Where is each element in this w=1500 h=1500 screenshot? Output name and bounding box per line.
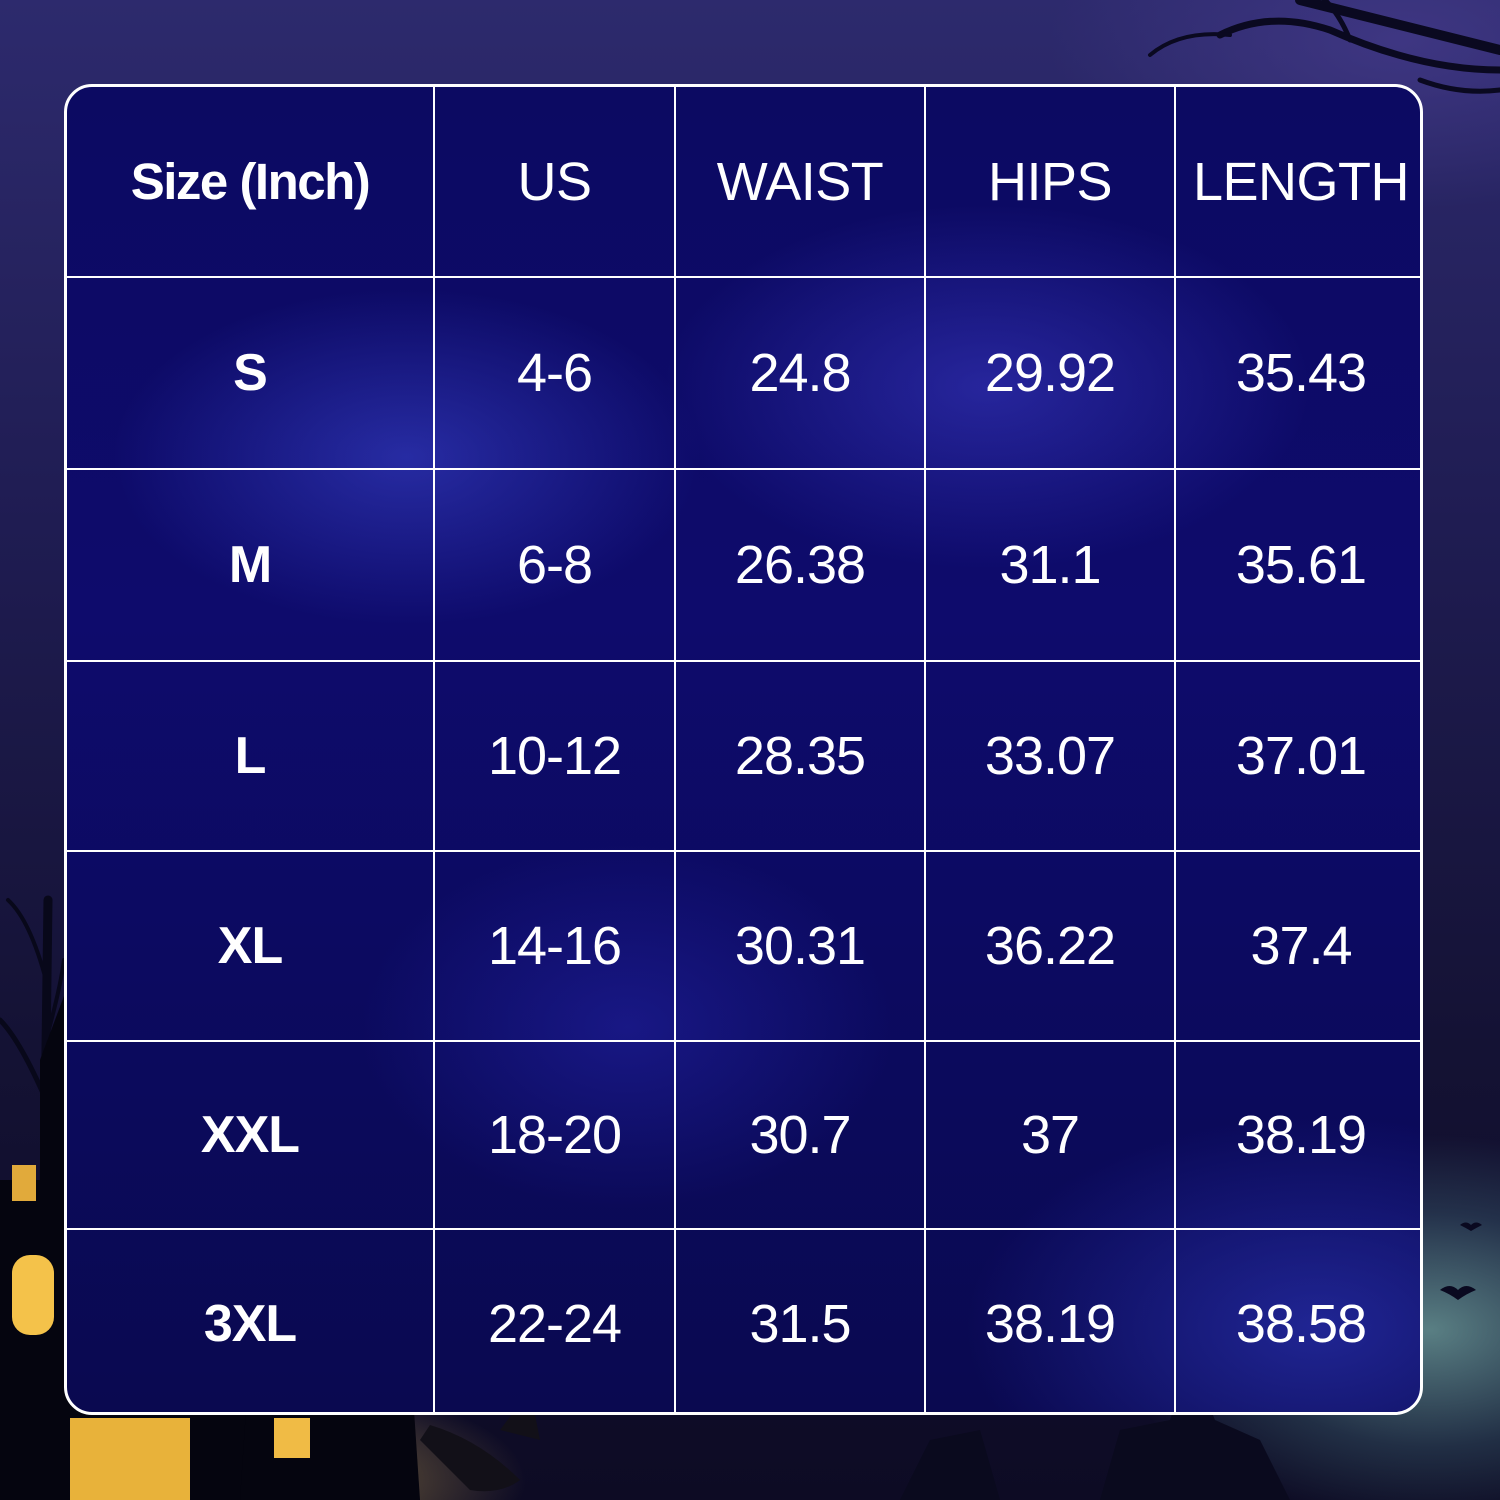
us-size-cell: 22-24	[433, 1228, 676, 1412]
table-header-row: Size (Inch) US WAIST HIPS LENGTH	[67, 87, 1420, 278]
table-row: XL 14-16 30.31 36.22 37.4	[67, 850, 1420, 1042]
column-header-waist: WAIST	[674, 87, 926, 278]
size-label-cell: M	[67, 468, 435, 662]
table-row: S 4-6 24.8 29.92 35.43	[67, 276, 1420, 470]
waist-cell: 31.5	[674, 1228, 926, 1412]
size-label-cell: S	[67, 276, 435, 470]
us-size-cell: 10-12	[433, 660, 676, 852]
haunted-house-silhouette-icon	[900, 1360, 1290, 1500]
bat-icon	[1440, 1222, 1482, 1300]
waist-cell: 28.35	[674, 660, 926, 852]
table-row: XXL 18-20 30.7 37 38.19	[67, 1040, 1420, 1230]
size-chart-panel: Size (Inch) US WAIST HIPS LENGTH S 4-6 2…	[64, 84, 1423, 1415]
hips-cell: 31.1	[924, 468, 1176, 662]
tree-branch-icon	[1148, 0, 1500, 94]
column-header-hips: HIPS	[924, 87, 1176, 278]
column-header-length: LENGTH	[1174, 87, 1420, 278]
size-label-cell: XL	[67, 850, 435, 1042]
us-size-cell: 18-20	[433, 1040, 676, 1230]
size-label-cell: 3XL	[67, 1228, 435, 1412]
length-cell: 38.58	[1174, 1228, 1420, 1412]
waist-cell: 24.8	[674, 276, 926, 470]
waist-cell: 30.31	[674, 850, 926, 1042]
hips-cell: 36.22	[924, 850, 1176, 1042]
lit-window-icon	[12, 1165, 310, 1500]
hips-cell: 37	[924, 1040, 1176, 1230]
hips-cell: 33.07	[924, 660, 1176, 852]
size-chart-table: Size (Inch) US WAIST HIPS LENGTH S 4-6 2…	[67, 87, 1420, 1412]
length-cell: 37.4	[1174, 850, 1420, 1042]
us-size-cell: 6-8	[433, 468, 676, 662]
column-header-us: US	[433, 87, 676, 278]
table-row: M 6-8 26.38 31.1 35.61	[67, 468, 1420, 662]
table-row: 3XL 22-24 31.5 38.19 38.58	[67, 1228, 1420, 1412]
table-row: L 10-12 28.35 33.07 37.01	[67, 660, 1420, 852]
length-cell: 38.19	[1174, 1040, 1420, 1230]
waist-cell: 26.38	[674, 468, 926, 662]
length-cell: 37.01	[1174, 660, 1420, 852]
size-label-cell: XXL	[67, 1040, 435, 1230]
us-size-cell: 4-6	[433, 276, 676, 470]
size-label-cell: L	[67, 660, 435, 852]
hips-cell: 38.19	[924, 1228, 1176, 1412]
length-cell: 35.43	[1174, 276, 1420, 470]
waist-cell: 30.7	[674, 1040, 926, 1230]
column-header-size: Size (Inch)	[67, 87, 435, 278]
length-cell: 35.61	[1174, 468, 1420, 662]
hips-cell: 29.92	[924, 276, 1176, 470]
us-size-cell: 14-16	[433, 850, 676, 1042]
